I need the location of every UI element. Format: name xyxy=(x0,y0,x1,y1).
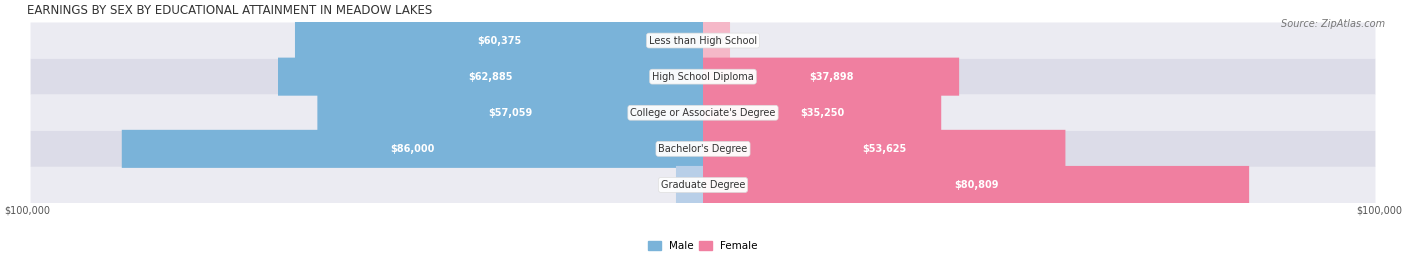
FancyBboxPatch shape xyxy=(278,58,703,96)
Text: EARNINGS BY SEX BY EDUCATIONAL ATTAINMENT IN MEADOW LAKES: EARNINGS BY SEX BY EDUCATIONAL ATTAINMEN… xyxy=(27,4,433,17)
Text: High School Diploma: High School Diploma xyxy=(652,72,754,82)
Text: $53,625: $53,625 xyxy=(862,144,907,154)
Text: $86,000: $86,000 xyxy=(391,144,434,154)
FancyBboxPatch shape xyxy=(295,21,703,59)
Text: Bachelor's Degree: Bachelor's Degree xyxy=(658,144,748,154)
FancyBboxPatch shape xyxy=(703,130,1066,168)
Text: $57,059: $57,059 xyxy=(488,108,533,118)
FancyBboxPatch shape xyxy=(703,94,941,132)
Text: Graduate Degree: Graduate Degree xyxy=(661,180,745,190)
Text: College or Associate's Degree: College or Associate's Degree xyxy=(630,108,776,118)
FancyBboxPatch shape xyxy=(31,95,1375,131)
Text: $62,885: $62,885 xyxy=(468,72,513,82)
FancyBboxPatch shape xyxy=(703,58,959,96)
FancyBboxPatch shape xyxy=(676,166,703,204)
Text: $0: $0 xyxy=(710,36,723,46)
FancyBboxPatch shape xyxy=(31,131,1375,167)
FancyBboxPatch shape xyxy=(122,130,703,168)
Text: $0: $0 xyxy=(683,180,696,190)
Text: $60,375: $60,375 xyxy=(477,36,522,46)
FancyBboxPatch shape xyxy=(31,59,1375,95)
Text: Source: ZipAtlas.com: Source: ZipAtlas.com xyxy=(1281,19,1385,29)
FancyBboxPatch shape xyxy=(31,23,1375,59)
Legend: Male, Female: Male, Female xyxy=(644,237,762,256)
Text: $35,250: $35,250 xyxy=(800,108,844,118)
FancyBboxPatch shape xyxy=(703,21,730,59)
FancyBboxPatch shape xyxy=(703,166,1249,204)
FancyBboxPatch shape xyxy=(318,94,703,132)
Text: $80,809: $80,809 xyxy=(953,180,998,190)
Text: Less than High School: Less than High School xyxy=(650,36,756,46)
FancyBboxPatch shape xyxy=(31,167,1375,203)
Text: $37,898: $37,898 xyxy=(808,72,853,82)
